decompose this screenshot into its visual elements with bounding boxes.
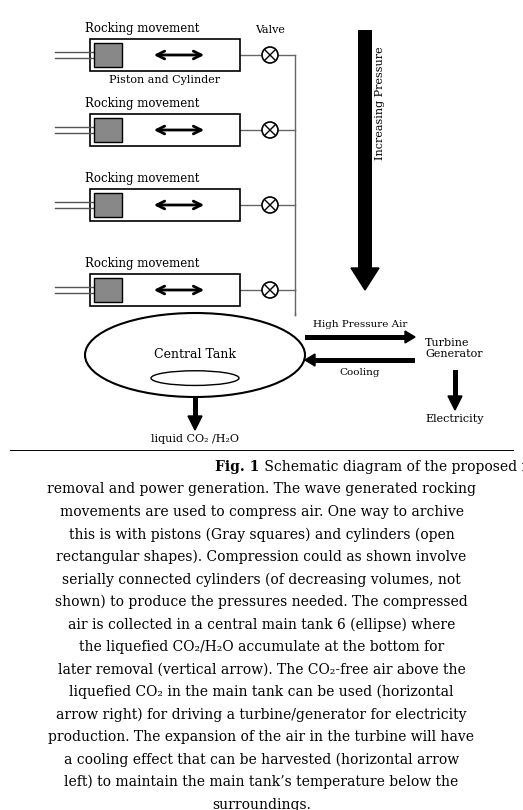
Text: Cooling: Cooling bbox=[340, 368, 380, 377]
Text: removal and power generation. The wave generated rocking: removal and power generation. The wave g… bbox=[47, 483, 476, 497]
Bar bbox=[90, 274, 240, 306]
Text: left) to maintain the main tank’s temperature below the: left) to maintain the main tank’s temper… bbox=[64, 775, 459, 790]
Bar bbox=[94, 43, 122, 67]
Text: High Pressure Air: High Pressure Air bbox=[313, 320, 407, 329]
Text: liquefied CO₂ in the main tank can be used (horizontal: liquefied CO₂ in the main tank can be us… bbox=[69, 685, 454, 699]
Bar bbox=[192, 397, 198, 416]
Text: serially connected cylinders (of decreasing volumes, not: serially connected cylinders (of decreas… bbox=[62, 573, 461, 587]
Polygon shape bbox=[305, 354, 315, 366]
Text: a cooling effect that can be harvested (horizontal arrow: a cooling effect that can be harvested (… bbox=[64, 752, 459, 767]
Text: later removal (vertical arrow). The CO₂-free air above the: later removal (vertical arrow). The CO₂-… bbox=[58, 663, 465, 676]
Text: Rocking movement: Rocking movement bbox=[85, 257, 199, 270]
Text: production. The expansion of the air in the turbine will have: production. The expansion of the air in … bbox=[49, 730, 474, 744]
Text: liquid CO₂ /H₂O: liquid CO₂ /H₂O bbox=[151, 434, 239, 444]
Bar bbox=[315, 357, 415, 363]
Text: surroundings.: surroundings. bbox=[212, 798, 311, 810]
Text: rectangular shapes). Compression could as shown involve: rectangular shapes). Compression could a… bbox=[56, 550, 467, 565]
Ellipse shape bbox=[85, 313, 305, 397]
Text: Electricity: Electricity bbox=[426, 414, 484, 424]
Text: air is collected in a central main tank 6 (ellipse) where: air is collected in a central main tank … bbox=[68, 617, 455, 632]
Text: Turbine
Generator: Turbine Generator bbox=[425, 338, 483, 360]
Text: Rocking movement: Rocking movement bbox=[85, 22, 199, 35]
Bar bbox=[452, 370, 458, 396]
Polygon shape bbox=[448, 396, 462, 410]
Circle shape bbox=[262, 47, 278, 63]
Bar bbox=[90, 114, 240, 146]
Text: Schematic diagram of the proposed method for CO₂: Schematic diagram of the proposed method… bbox=[259, 460, 523, 474]
Text: Increasing Pressure: Increasing Pressure bbox=[375, 46, 385, 160]
Text: Central Tank: Central Tank bbox=[154, 348, 236, 361]
Circle shape bbox=[262, 282, 278, 298]
Text: shown) to produce the pressures needed. The compressed: shown) to produce the pressures needed. … bbox=[55, 595, 468, 609]
Text: movements are used to compress air. One way to archive: movements are used to compress air. One … bbox=[60, 505, 463, 519]
Polygon shape bbox=[188, 416, 202, 430]
Bar bbox=[305, 335, 405, 339]
Bar bbox=[94, 118, 122, 142]
Polygon shape bbox=[405, 331, 415, 343]
Bar bbox=[90, 189, 240, 221]
Bar bbox=[358, 30, 372, 268]
Text: the liquefied CO₂/H₂O accumulate at the bottom for: the liquefied CO₂/H₂O accumulate at the … bbox=[79, 640, 444, 654]
Ellipse shape bbox=[151, 371, 239, 386]
Bar bbox=[94, 278, 122, 302]
Bar bbox=[90, 39, 240, 71]
Text: Rocking movement: Rocking movement bbox=[85, 172, 199, 185]
Text: this is with pistons (Gray squares) and cylinders (open: this is with pistons (Gray squares) and … bbox=[69, 527, 454, 542]
Text: Valve: Valve bbox=[255, 25, 285, 35]
Polygon shape bbox=[351, 268, 379, 290]
Text: Fig. 1: Fig. 1 bbox=[215, 460, 259, 474]
Text: Piston and Cylinder: Piston and Cylinder bbox=[109, 75, 221, 85]
Circle shape bbox=[262, 122, 278, 138]
Circle shape bbox=[262, 197, 278, 213]
Text: Rocking movement: Rocking movement bbox=[85, 97, 199, 110]
Text: arrow right) for driving a turbine/generator for electricity: arrow right) for driving a turbine/gener… bbox=[56, 707, 467, 722]
Bar bbox=[94, 193, 122, 217]
